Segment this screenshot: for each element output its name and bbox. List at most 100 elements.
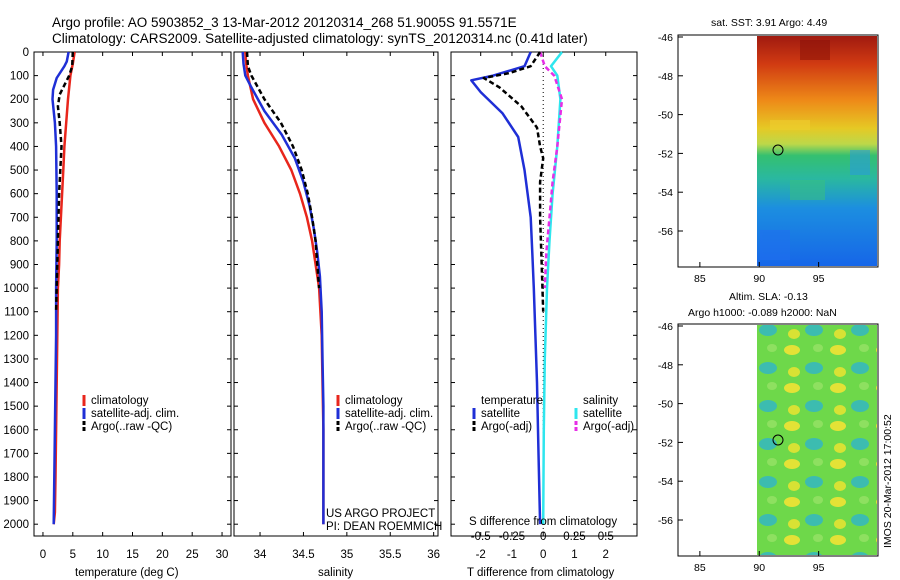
- series-satellite-adj-clim-: [241, 51, 325, 525]
- x-tick-label: 25: [186, 549, 199, 561]
- sla-map-title-1: Altim. SLA: -0.13: [729, 291, 808, 303]
- legend-t-satellite-label: satellite: [481, 408, 520, 420]
- title-line-2: Climatology: CARS2009. Satellite-adjuste…: [52, 31, 588, 46]
- legend-climatology-label: climatology: [91, 395, 149, 407]
- sla-field: [757, 325, 877, 555]
- pi-label: PI: DEAN ROEMMICH: [326, 521, 442, 533]
- difference-xlabel: T difference from climatology: [467, 567, 614, 579]
- x-tick-label: 5: [70, 549, 76, 561]
- series-s-argo-adj-: [538, 51, 564, 289]
- pressure-tick-label: 2000: [3, 519, 29, 531]
- top-x-tick-label: -0.25: [499, 531, 525, 543]
- x-tick-label: -2: [476, 549, 486, 561]
- series-satellite-adj-clim-: [51, 51, 70, 525]
- legend-t-argo-label: Argo(-adj): [481, 421, 532, 433]
- legend-argo-label: Argo(..raw -QC): [345, 421, 426, 433]
- salinity-legend: climatology satellite-adj. clim. Argo(..…: [336, 395, 433, 433]
- sst-map-title: sat. SST: 3.91 Argo: 4.49: [711, 17, 827, 29]
- map-y-tick-label: -54: [658, 476, 673, 488]
- sst-texture: [760, 40, 870, 260]
- series-t-argo-adj-: [482, 51, 545, 312]
- x-tick-label: 35: [340, 549, 353, 561]
- x-tick-label: 0: [40, 549, 46, 561]
- temperature-xlabel: temperature (deg C): [75, 567, 179, 579]
- map-y-tick-label: -48: [658, 71, 673, 83]
- x-tick-label: 34.5: [292, 549, 314, 561]
- series-t-satellite: [470, 51, 542, 525]
- project-label: US ARGO PROJECT: [326, 508, 435, 520]
- temperature-legend: climatology satellite-adj. clim. Argo(..…: [82, 395, 179, 433]
- legend-satellite-label: satellite-adj. clim.: [91, 408, 179, 420]
- legend-s-argo-label: Argo(-adj): [583, 421, 634, 433]
- sst-map-ticks: -46 -48 -50 -52 -54 -56 85 90 95: [658, 32, 825, 285]
- pressure-tick-label: 1400: [3, 378, 29, 390]
- legend-s-satellite-label: satellite: [583, 408, 622, 420]
- pressure-tick-label: 900: [10, 259, 29, 271]
- x-tick-label: 30: [216, 549, 229, 561]
- x-tick-label: 15: [126, 549, 139, 561]
- pressure-tick-label: 1200: [3, 330, 29, 342]
- temperature-plot: 0 5 10 15 20 25 30: [34, 51, 231, 561]
- x-tick-label: 1: [571, 549, 577, 561]
- sla-map-ticks: -46 -48 -50 -52 -54 -56 85 90 95: [658, 321, 825, 574]
- map-y-tick-label: -56: [658, 226, 673, 238]
- x-tick-label: 35.5: [379, 549, 401, 561]
- pressure-tick-label: 1000: [3, 283, 29, 295]
- top-x-tick-label: 0: [540, 531, 546, 543]
- map-x-tick-label: 95: [813, 273, 825, 285]
- timestamp-stamp: IMOS 20-Mar-2012 17:00:52: [882, 414, 894, 548]
- pressure-tick-label: 100: [10, 71, 29, 83]
- pressure-tick-label: 1500: [3, 401, 29, 413]
- map-y-tick-label: -56: [658, 515, 673, 527]
- sla-argo-location-marker: [772, 434, 784, 446]
- legend-argo-label: Argo(..raw -QC): [91, 421, 172, 433]
- map-x-tick-label: 90: [753, 562, 765, 574]
- difference-top-xlabel: S difference from climatology: [469, 516, 617, 528]
- series-argo-raw-qc-: [54, 51, 75, 312]
- pressure-tick-label: 1900: [3, 496, 29, 508]
- pressure-tick-label: 1600: [3, 425, 29, 437]
- pressure-tick-label: 300: [10, 118, 29, 130]
- map-y-tick-label: -46: [658, 32, 673, 44]
- difference-legend: temperature salinity satellite Argo(-adj…: [472, 395, 634, 433]
- top-x-tick-label: -0.5: [471, 531, 491, 543]
- pressure-tick-label: 200: [10, 94, 29, 106]
- salinity-xlabel: salinity: [318, 567, 353, 579]
- salinity-panel-frame: [233, 51, 439, 537]
- x-tick-label: 34: [254, 549, 267, 561]
- x-tick-label: 2: [603, 549, 609, 561]
- x-tick-label: 36: [427, 549, 440, 561]
- title-line-1: Argo profile: AO 5903852_3 13-Mar-2012 2…: [52, 15, 517, 30]
- map-y-tick-label: -50: [658, 110, 673, 122]
- pressure-tick-label: 0: [23, 47, 29, 59]
- pressure-tick-label: 400: [10, 141, 29, 153]
- pressure-tick-label: 1100: [4, 307, 29, 319]
- legend-salinity-header: salinity: [583, 395, 618, 407]
- legend-temperature-header: temperature: [481, 395, 543, 407]
- map-y-tick-label: -50: [658, 399, 673, 411]
- top-x-tick-label: 0.25: [563, 531, 585, 543]
- pressure-tick-labels: 0 100 200 300 400 500 600 700 800 900 1000 1100 1200…: [3, 47, 29, 531]
- map-y-tick-label: -52: [658, 148, 673, 160]
- x-tick-label: -1: [507, 549, 517, 561]
- pressure-tick-label: 800: [10, 236, 29, 248]
- pressure-tick-label: 1300: [3, 354, 29, 366]
- top-x-tick-label: 0.5: [598, 531, 614, 543]
- salinity-plot: 34 34.5 35 35.5 36: [234, 51, 440, 561]
- sla-map-title-2: Argo h1000: -0.089 h2000: NaN: [688, 307, 837, 319]
- map-y-tick-label: -48: [658, 360, 673, 372]
- map-x-tick-label: 90: [753, 273, 765, 285]
- x-tick-label: 10: [96, 549, 109, 561]
- map-y-tick-label: -52: [658, 437, 673, 449]
- map-x-tick-label: 95: [813, 562, 825, 574]
- pressure-tick-label: 1800: [3, 472, 29, 484]
- temperature-panel-frame: [33, 51, 232, 537]
- sst-argo-location-marker: [772, 144, 784, 156]
- series-climatology: [244, 51, 325, 525]
- x-tick-label: 0: [540, 549, 546, 561]
- x-tick-label: 20: [156, 549, 169, 561]
- map-y-tick-label: -46: [658, 321, 673, 333]
- difference-panel-frame: [450, 51, 638, 537]
- difference-plot: -2 -1 0 1 2 -0.5 -0.25 0 0.25 0.5: [451, 51, 637, 561]
